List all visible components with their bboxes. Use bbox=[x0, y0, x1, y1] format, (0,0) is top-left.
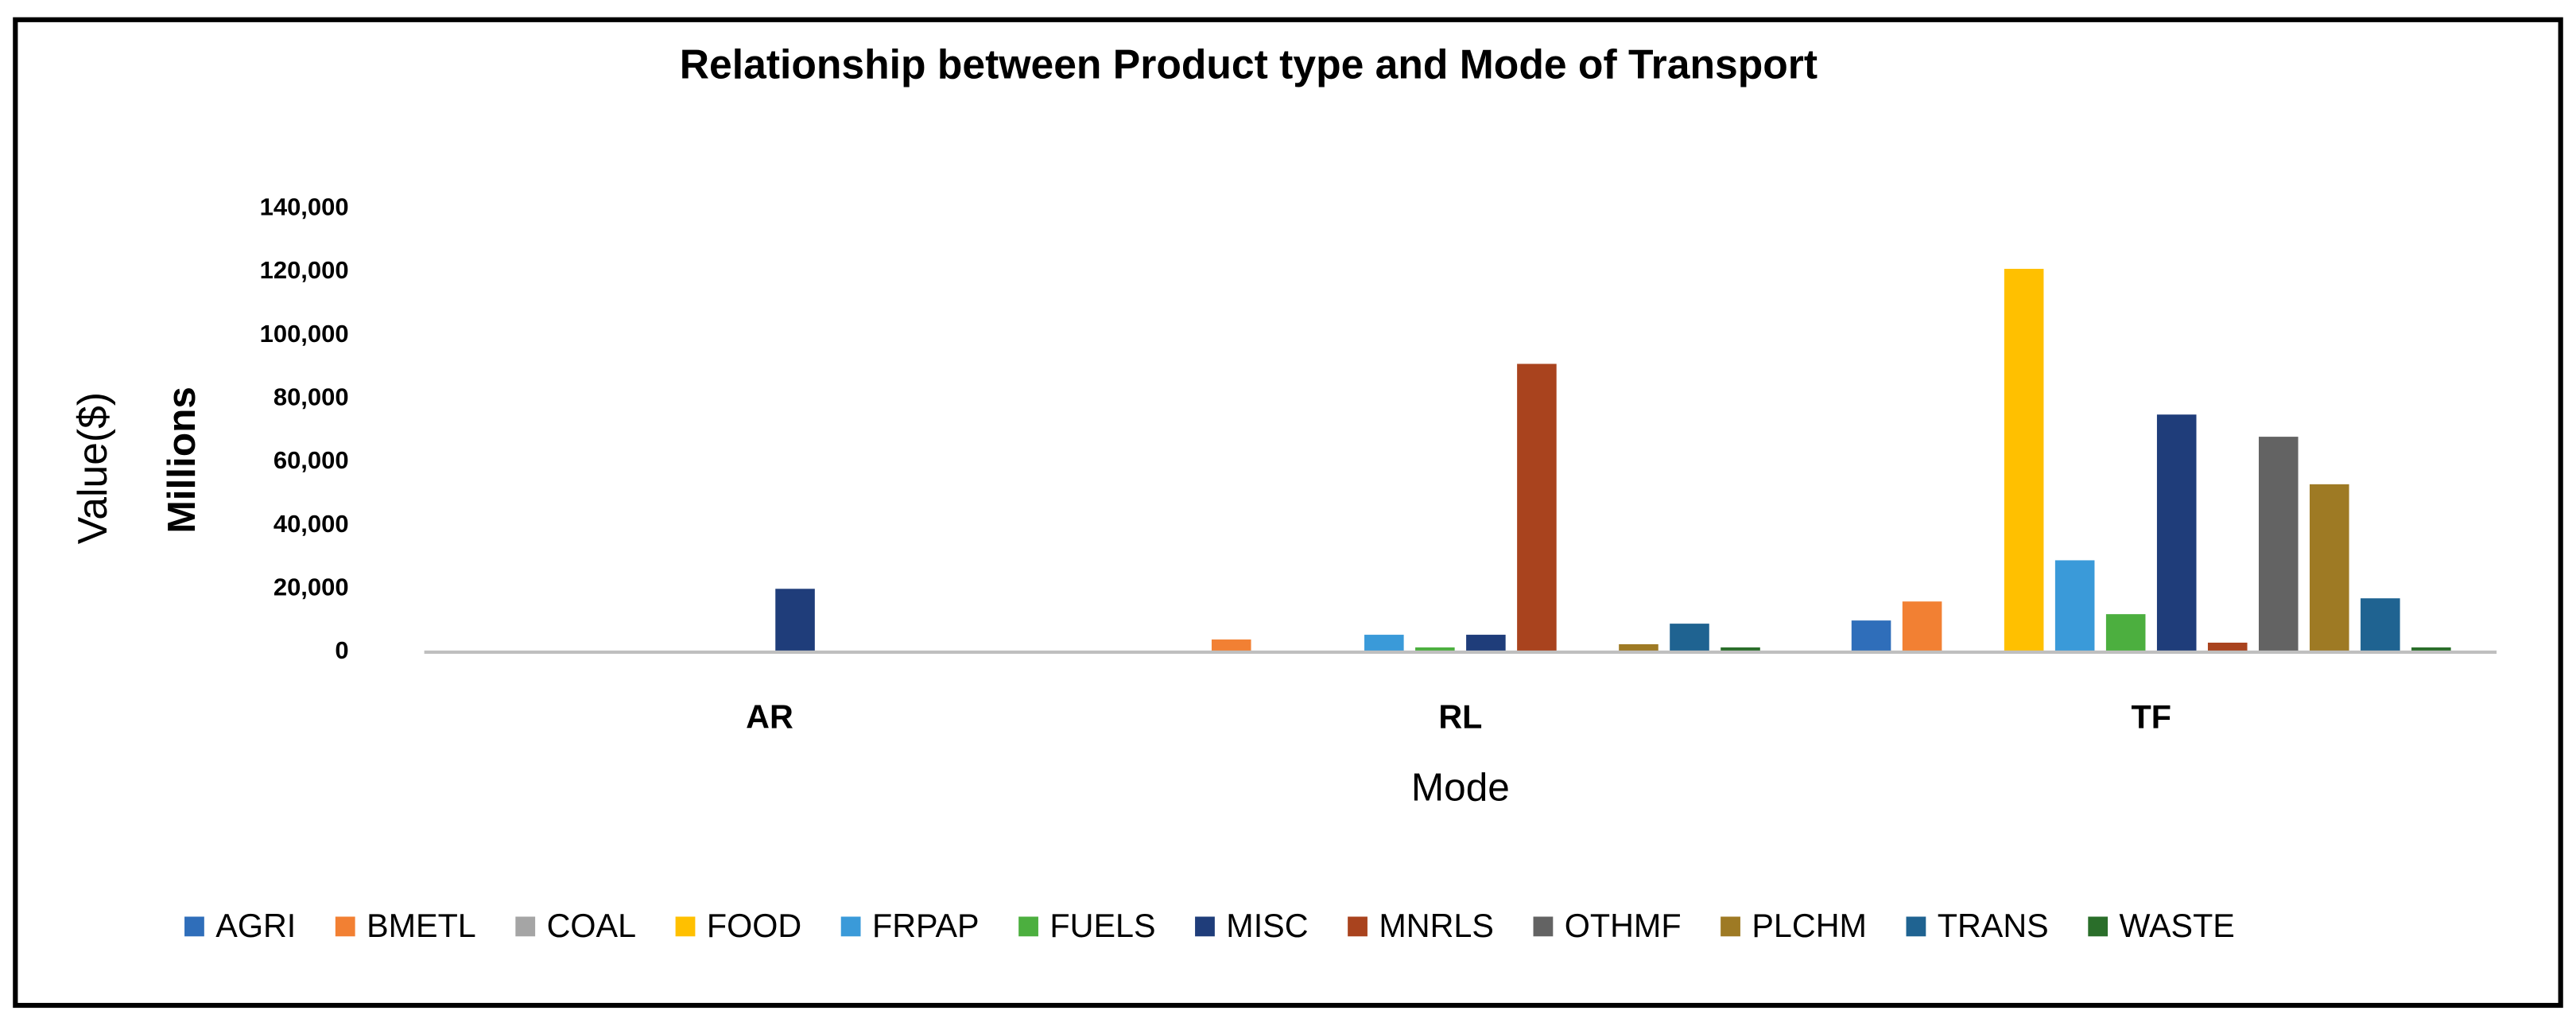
legend-label: BMETL bbox=[367, 908, 476, 944]
legend-swatch bbox=[1348, 916, 1368, 937]
y-tick-label: 60,000 bbox=[274, 446, 349, 474]
legend-label: OTHMF bbox=[1565, 908, 1682, 944]
chart-title: Relationship between Product type and Mo… bbox=[680, 41, 1818, 87]
legend-label: MNRLS bbox=[1379, 908, 1494, 944]
bar bbox=[2004, 268, 2044, 652]
legend-swatch bbox=[184, 916, 204, 937]
bar bbox=[2156, 414, 2197, 652]
bar bbox=[775, 589, 815, 652]
x-tick-label: AR bbox=[746, 699, 793, 736]
y-tick-label: 100,000 bbox=[260, 320, 349, 348]
x-tick-label: TF bbox=[2131, 699, 2171, 736]
bar bbox=[1902, 601, 1942, 652]
bar bbox=[1670, 624, 1709, 652]
legend-label: FUELS bbox=[1049, 908, 1155, 944]
bar bbox=[1517, 363, 1557, 652]
legend-swatch bbox=[515, 916, 536, 937]
bar bbox=[2310, 484, 2349, 652]
y-tick-label: 20,000 bbox=[274, 573, 349, 601]
frame bbox=[13, 17, 2563, 1009]
x-tick-label: RL bbox=[1438, 699, 1482, 736]
bar bbox=[2105, 614, 2146, 652]
y-tick-label: 140,000 bbox=[260, 192, 349, 220]
y-tick-label: 120,000 bbox=[260, 256, 349, 284]
y-tick-label: 40,000 bbox=[274, 510, 349, 538]
legend-swatch bbox=[675, 916, 696, 937]
bar bbox=[2411, 647, 2451, 652]
legend-swatch bbox=[840, 916, 861, 937]
legend-label: FRPAP bbox=[872, 908, 980, 944]
legend-label: MISC bbox=[1226, 908, 1308, 944]
bar bbox=[1619, 644, 1658, 652]
legend-label: TRANS bbox=[1938, 908, 2049, 944]
x-axis-label: Mode bbox=[1411, 765, 1510, 810]
bar bbox=[1364, 635, 1404, 652]
y-tick-label: 80,000 bbox=[274, 383, 349, 410]
legend-label: WASTE bbox=[2120, 908, 2235, 944]
legend-swatch bbox=[1721, 916, 1740, 937]
bar bbox=[2258, 437, 2299, 652]
legend-swatch bbox=[1195, 916, 1215, 937]
legend-swatch bbox=[335, 916, 355, 937]
y-axis-label: Value($) bbox=[69, 392, 115, 544]
legend-swatch bbox=[1533, 916, 1554, 937]
legend-label: FOOD bbox=[707, 908, 801, 944]
legend-swatch bbox=[1018, 916, 1038, 937]
y-tick-label: 0 bbox=[335, 636, 348, 664]
legend-label: AGRI bbox=[215, 908, 296, 944]
y-axis-sublabel: Millions bbox=[159, 387, 204, 533]
bar bbox=[2054, 560, 2095, 652]
legend-swatch bbox=[2088, 916, 2109, 937]
bar bbox=[2207, 643, 2248, 652]
bar bbox=[2361, 598, 2400, 652]
bar bbox=[1466, 635, 1506, 652]
bar bbox=[1851, 620, 1891, 652]
bar bbox=[1211, 639, 1251, 652]
legend-label: COAL bbox=[547, 908, 636, 944]
bar bbox=[1721, 647, 1760, 652]
legend-swatch bbox=[1906, 916, 1926, 937]
bar bbox=[1415, 647, 1455, 652]
legend-label: PLCHM bbox=[1752, 908, 1867, 944]
